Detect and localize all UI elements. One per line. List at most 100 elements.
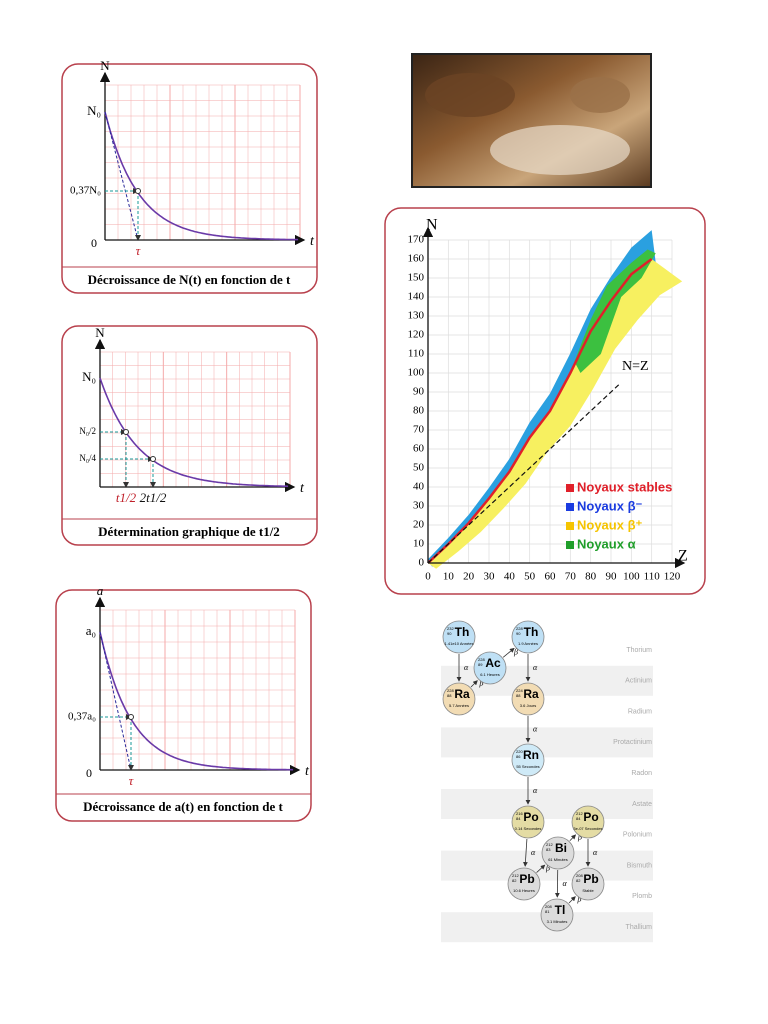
y-tick-label: 80 xyxy=(413,405,425,417)
tangent xyxy=(104,111,139,241)
nuclide-z: 84 xyxy=(576,816,581,821)
nuclide-half-life: 5.7 Années xyxy=(449,703,469,708)
n-equals-z-line xyxy=(427,383,620,564)
x-axis-label: Z xyxy=(678,548,688,565)
legend-label: Noyaux stables xyxy=(577,479,672,494)
nuclide-symbol: Ra xyxy=(454,687,470,701)
y-tick-label: 40 xyxy=(413,481,425,493)
nuclide-z: 82 xyxy=(576,878,581,883)
nuclide-symbol: Ra xyxy=(523,687,539,701)
element-label: Plomb xyxy=(632,893,652,900)
y-axis-label: N xyxy=(100,58,110,73)
figure-frame xyxy=(55,589,312,822)
y-axis-label: N xyxy=(426,217,438,234)
element-label: Protactinium xyxy=(613,739,652,746)
x-mark-label: 2t1/2 xyxy=(140,490,167,505)
nuclide-z: 88 xyxy=(447,693,452,698)
nuclide xyxy=(511,682,545,716)
nuclide-z: 88 xyxy=(516,693,521,698)
row-band xyxy=(441,727,653,758)
nuclide-half-life: 10.6 Heures xyxy=(513,888,535,893)
decay-arrow xyxy=(569,834,577,842)
decay-label: α xyxy=(593,848,598,857)
nuclide xyxy=(511,620,545,654)
beta-plus-region xyxy=(428,259,683,569)
legend-swatch xyxy=(566,503,574,511)
nuclide-mass: 228 xyxy=(447,688,454,693)
decay-arrow xyxy=(470,680,478,688)
legend-swatch xyxy=(566,541,574,549)
nuclide-mass: 212 xyxy=(576,811,583,816)
x-axis-label: t xyxy=(300,481,305,496)
nuclide-mass: 216 xyxy=(516,811,523,816)
element-label: Thallium xyxy=(626,924,653,931)
decay-label: α xyxy=(533,724,538,733)
y-axis-label: N xyxy=(95,325,105,340)
nuclide-mass: 212 xyxy=(546,842,553,847)
nuclide-symbol: Tl xyxy=(555,903,566,917)
decay-curve xyxy=(99,377,289,488)
x-tick-label: 70 xyxy=(565,571,577,583)
row-band xyxy=(441,789,653,819)
decay-arrow xyxy=(536,864,546,873)
x-tick-label: 100 xyxy=(623,571,640,583)
nuclide-mass: 208 xyxy=(576,873,583,878)
y-axis-label: a xyxy=(97,583,104,598)
x-axis-label: t xyxy=(305,764,310,779)
decay-label: α xyxy=(533,663,538,672)
decay-label: β xyxy=(545,863,550,872)
nuclide xyxy=(540,898,574,932)
nuclide-mass: 220 xyxy=(516,749,523,754)
element-label: Radium xyxy=(628,708,652,715)
x-tick-label: 60 xyxy=(545,571,557,583)
decay-label: α xyxy=(533,786,538,795)
element-label: Astate xyxy=(632,801,652,808)
nuclide-symbol: Th xyxy=(524,625,539,639)
y0-label: N₀ xyxy=(87,103,101,118)
decay-label: α xyxy=(531,848,536,857)
legend-label: Noyaux β⁺ xyxy=(577,517,643,532)
nuclide xyxy=(473,651,507,685)
x-mark-label: τ xyxy=(136,243,142,258)
origin-label: 0 xyxy=(86,766,92,780)
y-tick-label: 30 xyxy=(413,500,425,512)
nuclide-z: 81 xyxy=(545,909,550,914)
y-mark-label: N₀/2 xyxy=(79,426,96,436)
nuclide xyxy=(442,620,476,654)
alpha-region xyxy=(574,249,656,373)
x-tick-label: 0 xyxy=(425,571,431,583)
decay-label: β xyxy=(577,832,582,841)
nuclide-z: 82 xyxy=(512,878,517,883)
photo xyxy=(411,53,652,188)
nuclide-mass: 208 xyxy=(545,904,552,909)
x-tick-label: 10 xyxy=(443,571,455,583)
nuclide-mass: 228 xyxy=(478,657,485,662)
point xyxy=(150,456,156,462)
decay-arrow xyxy=(523,838,528,867)
nuclide-symbol: Pb xyxy=(519,872,534,886)
nuclide-half-life: 3.6 Jours xyxy=(520,703,536,708)
legend-label: Noyaux α xyxy=(577,536,636,551)
nuclide xyxy=(541,836,575,870)
legend-label: Noyaux β⁻ xyxy=(577,498,643,513)
nuclide-half-life: 3.1 Minutes xyxy=(547,919,568,924)
element-label: Radon xyxy=(631,770,652,777)
nuclide-symbol: Rn xyxy=(523,748,539,762)
stable-line xyxy=(427,257,653,564)
decay-label: β xyxy=(479,678,484,687)
nuclide-symbol: Ac xyxy=(485,656,501,670)
nuclide xyxy=(571,805,605,839)
y-tick-label: 90 xyxy=(413,386,425,398)
x-tick-label: 30 xyxy=(484,571,496,583)
y0-label: a₀ xyxy=(86,623,96,638)
nuclide-z: 90 xyxy=(516,631,521,636)
element-label: Thorium xyxy=(626,647,652,654)
nuclide-z: 89 xyxy=(478,662,483,667)
y-tick-label: 10 xyxy=(413,538,425,550)
y-tick-label: 150 xyxy=(408,272,425,284)
nuclide-mass: 232 xyxy=(447,626,454,631)
decay-label: α xyxy=(563,879,568,888)
nuclide-z: 90 xyxy=(447,631,452,636)
decay-arrow xyxy=(502,647,515,658)
